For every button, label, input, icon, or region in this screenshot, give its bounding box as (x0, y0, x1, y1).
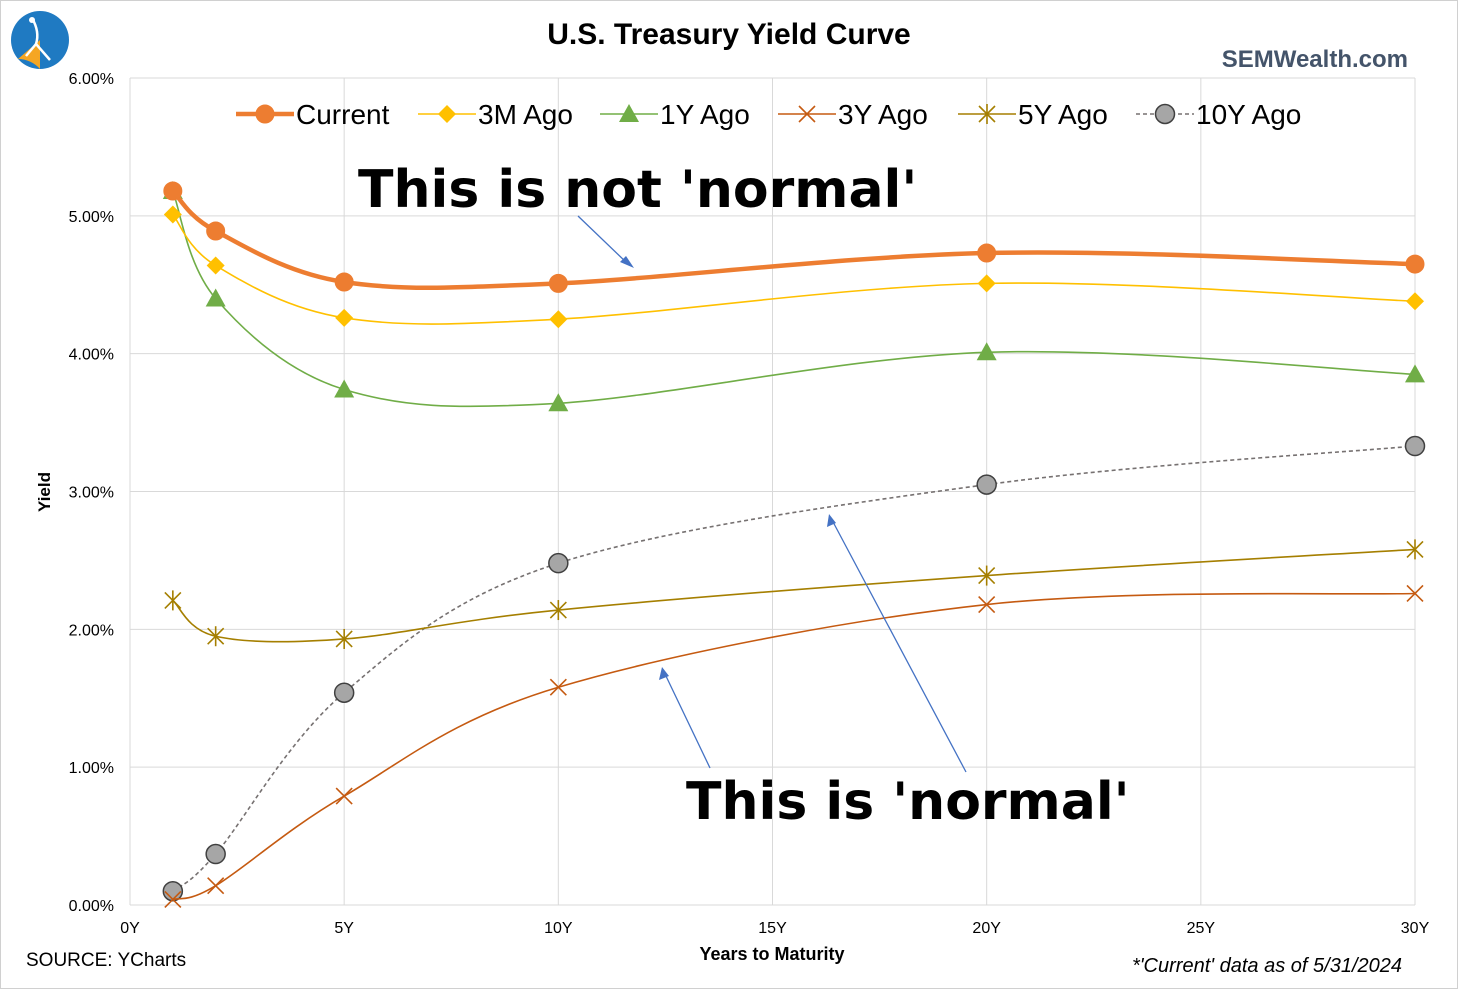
series-layer (162, 181, 1426, 909)
legend-3y-ago: 3Y Ago (778, 99, 928, 130)
series-10y-ago-marker (162, 880, 184, 902)
series-3m-ago-marker (335, 308, 354, 327)
legend-current-marker (255, 104, 275, 124)
series-10y-ago (162, 435, 1426, 902)
series-current-marker (977, 243, 997, 263)
y-tick-label: 1.00% (69, 760, 114, 777)
series-10y-ago-marker (976, 474, 997, 495)
x-tick-label: 25Y (1187, 920, 1216, 937)
series-10y-ago-marker (548, 552, 569, 574)
series-10y-ago-line (172, 445, 1416, 892)
legend-1y-ago-label: 1Y Ago (660, 99, 750, 130)
series-3y-ago-marker (164, 890, 182, 909)
legend-10y-ago-label: 10Y Ago (1196, 99, 1301, 130)
y-axis-label: Yield (35, 472, 54, 512)
source-note: SOURCE: YCharts (26, 950, 187, 971)
series-current-line (171, 189, 1416, 291)
series-current-marker (1405, 254, 1425, 274)
legend-5y-ago-marker (978, 104, 996, 124)
legend-3m-ago: 3M Ago (418, 99, 573, 130)
series-3m-ago (163, 205, 1424, 329)
series-1y-ago-marker (205, 288, 226, 307)
legend-3y-ago-marker (798, 105, 816, 123)
series-10y-ago-marker (1404, 435, 1426, 457)
series-current-marker (548, 273, 568, 293)
annotation-normal: This is 'normal' (686, 772, 1130, 832)
arrow-normal-left-head (659, 667, 669, 680)
series-current-marker (163, 181, 183, 201)
series-3y-ago-marker (1406, 584, 1424, 603)
y-tick-label: 5.00% (69, 209, 114, 226)
legend-3m-ago-label: 3M Ago (478, 99, 573, 130)
x-axis-label: Years to Maturity (699, 944, 844, 964)
arrow-normal-left (664, 673, 711, 769)
x-tick-label: 10Y (544, 920, 573, 937)
y-tick-label: 4.00% (69, 347, 114, 364)
y-tick-label: 3.00% (69, 485, 114, 502)
series-3m-ago-marker (206, 256, 225, 275)
series-10y-ago-marker (205, 843, 226, 865)
legend-current-label: Current (296, 99, 390, 130)
legend-3y-ago-label: 3Y Ago (838, 99, 928, 130)
legend-1y-ago-marker (619, 104, 639, 122)
y-tick-label: 2.00% (69, 622, 114, 639)
series-3y-ago-marker (207, 877, 225, 895)
series-5y-ago (164, 539, 1424, 649)
x-tick-label: 30Y (1401, 920, 1430, 937)
series-1y-ago-marker (548, 393, 569, 412)
legend-5y-ago-label: 5Y Ago (1018, 99, 1108, 130)
arrow-normal-right-head (827, 514, 836, 527)
series-current (163, 181, 1425, 293)
series-1y-ago-marker (334, 379, 355, 398)
series-5y-ago-marker (978, 565, 996, 586)
series-1y-ago-marker (1405, 364, 1425, 383)
chart-title: U.S. Treasury Yield Curve (547, 18, 911, 51)
series-5y-ago-marker (1406, 539, 1424, 560)
legend-layer: Current 3M Ago 1Y Ago 3Y Ago 5Y Ago 10Y Ago (236, 99, 1301, 130)
series-5y-ago-line (172, 548, 1416, 643)
series-3m-ago-marker (163, 205, 182, 224)
series-5y-ago-marker (164, 590, 182, 611)
x-tick-label: 5Y (334, 920, 354, 937)
axis-layer: 0.00% 1.00% 2.00% 3.00% 4.00% 5.00% 6.00% 0Y 5Y 1… (69, 71, 1430, 937)
annotation-not-normal: This is not 'normal' (358, 160, 918, 220)
series-3y-ago (164, 584, 1424, 909)
series-3y-ago-marker (335, 787, 353, 805)
series-5y-ago-marker (549, 600, 567, 621)
arrow-normal-right (831, 519, 967, 773)
series-10y-ago-marker (333, 682, 355, 703)
series-3m-ago-line (172, 213, 1416, 325)
series-5y-ago-marker (335, 628, 353, 649)
legend-10y-ago-marker (1154, 103, 1176, 125)
series-1y-ago-marker (976, 342, 997, 361)
x-tick-label: 0Y (120, 920, 140, 937)
arrow-not-normal-head (620, 256, 634, 268)
y-tick-label: 6.00% (69, 71, 114, 88)
series-3m-ago-marker (977, 274, 996, 293)
semwealth-logo-icon (11, 11, 69, 69)
legend-10y-ago: 10Y Ago (1136, 99, 1301, 130)
series-3y-ago-marker (978, 595, 996, 614)
series-current-marker (206, 221, 226, 241)
series-3m-ago-marker (549, 310, 568, 329)
series-1y-ago-line (172, 190, 1416, 408)
legend-1y-ago: 1Y Ago (600, 99, 750, 130)
series-3y-ago-line (172, 592, 1416, 901)
x-tick-label: 20Y (972, 920, 1001, 937)
legend-current: Current (236, 99, 390, 130)
series-current-marker (334, 272, 354, 292)
x-tick-label: 15Y (758, 920, 787, 937)
legend-5y-ago: 5Y Ago (958, 99, 1108, 130)
series-5y-ago-marker (207, 626, 225, 647)
legend-3m-ago-marker (438, 105, 456, 123)
arrow-not-normal (577, 215, 629, 265)
y-tick-label: 0.00% (69, 898, 114, 915)
grid-layer (129, 77, 1416, 906)
series-3y-ago-marker (549, 678, 567, 696)
brand-watermark: SEMWealth.com (1221, 46, 1408, 73)
data-date-note: *'Current' data as of 5/31/2024 (1131, 955, 1402, 977)
annotation-arrows (577, 215, 967, 773)
series-3m-ago-marker (1406, 292, 1424, 311)
